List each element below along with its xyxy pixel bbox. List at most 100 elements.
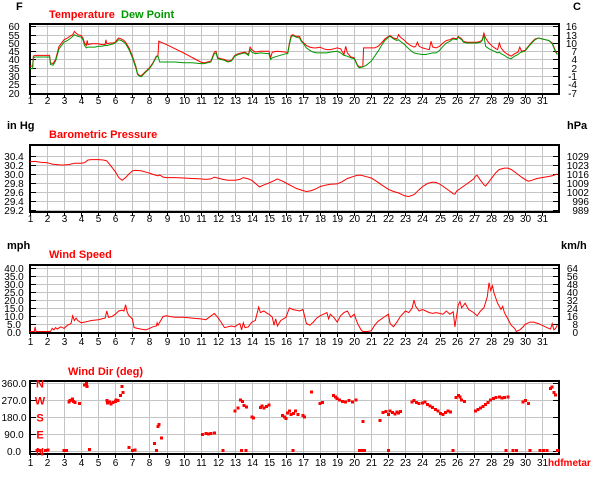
svg-text:24: 24 [417,96,429,107]
svg-text:35.0: 35.0 [4,272,24,283]
svg-text:56: 56 [567,272,579,283]
svg-text:E: E [36,430,43,442]
temperature-unit-right-label: C [573,1,581,13]
svg-text:8: 8 [147,337,153,348]
svg-text:4: 4 [571,55,577,66]
svg-text:7: 7 [130,337,136,348]
svg-text:8: 8 [147,96,153,107]
svg-text:1016: 1016 [567,170,590,181]
svg-text:8: 8 [147,458,153,469]
svg-text:55: 55 [8,31,20,42]
svg-text:14: 14 [247,337,259,348]
svg-text:20.0: 20.0 [4,296,24,307]
svg-text:13: 13 [230,337,242,348]
svg-text:3: 3 [62,337,68,348]
svg-text:16: 16 [566,22,578,33]
svg-text:25: 25 [8,80,20,91]
svg-text:27: 27 [469,458,481,469]
svg-text:26: 26 [452,214,464,225]
svg-text:60: 60 [8,22,20,33]
svg-text:20: 20 [349,337,361,348]
svg-text:11: 11 [196,96,207,107]
svg-text:6: 6 [113,458,119,469]
svg-text:9: 9 [165,458,171,469]
svg-text:4: 4 [79,458,85,469]
svg-text:0.0: 0.0 [7,328,21,339]
pressure-unit-right-label: hPa [567,120,588,132]
svg-text:180.0: 180.0 [1,413,26,424]
svg-text:18: 18 [315,96,327,107]
panel-wind-speed: 40.0 64 35.0 56 30.0 48 25.0 40 20.0 32 15.0 24 10.0… [0,240,600,360]
svg-text:1: 1 [28,458,34,469]
panel-wind-dir: 360.0 N 270.0 W 180.0 S 90.0 E 0.0 N 1 2 3 4 5 6 7 8 9 10 11… [0,360,600,480]
svg-text:13: 13 [230,214,242,225]
svg-text:10: 10 [179,337,191,348]
svg-text:19: 19 [332,458,344,469]
svg-text:27: 27 [469,337,481,348]
svg-text:N: N [36,447,44,459]
svg-text:0: 0 [572,328,578,339]
pressure-title: Barometric Pressure [49,129,158,141]
svg-text:17: 17 [298,458,310,469]
svg-text:29: 29 [503,458,515,469]
svg-text:989: 989 [572,206,589,217]
svg-text:W: W [35,396,46,408]
svg-text:10: 10 [566,39,578,50]
svg-text:30.0: 30.0 [4,170,24,181]
svg-text:28: 28 [486,96,498,107]
svg-text:8: 8 [147,214,153,225]
svg-text:29: 29 [503,96,515,107]
svg-text:19: 19 [332,337,344,348]
svg-text:24: 24 [417,214,429,225]
svg-text:9: 9 [165,214,171,225]
svg-text:1: 1 [28,337,34,348]
svg-text:17: 17 [298,337,310,348]
svg-text:-7: -7 [568,89,577,100]
svg-text:7: 7 [130,458,136,469]
svg-text:30: 30 [8,72,20,83]
svg-text:17: 17 [298,214,310,225]
svg-text:14: 14 [247,458,259,469]
svg-text:22: 22 [383,337,395,348]
svg-text:15: 15 [264,458,276,469]
svg-text:5: 5 [96,96,102,107]
svg-text:3: 3 [62,214,68,225]
svg-text:4: 4 [79,214,85,225]
svg-text:24: 24 [417,458,429,469]
svg-text:23: 23 [400,96,412,107]
svg-text:20: 20 [349,214,361,225]
svg-text:6: 6 [113,214,119,225]
svg-text:19: 19 [332,96,344,107]
svg-text:1: 1 [28,96,34,107]
svg-text:16: 16 [281,214,293,225]
brand-label: hdfmetar [548,458,591,469]
svg-text:-4: -4 [568,80,577,91]
svg-text:8: 8 [572,320,578,331]
svg-text:9: 9 [165,96,171,107]
svg-text:11: 11 [196,214,207,225]
svg-text:29.6: 29.6 [4,188,24,199]
svg-text:18: 18 [315,458,327,469]
svg-text:10: 10 [179,96,191,107]
svg-text:S: S [36,413,43,425]
svg-text:5: 5 [96,337,102,348]
svg-text:16: 16 [281,458,293,469]
svg-text:28: 28 [486,337,498,348]
svg-text:24: 24 [567,304,579,315]
svg-text:9: 9 [165,337,171,348]
temperature-unit-left-label: F [16,1,23,13]
svg-text:23: 23 [400,214,412,225]
svg-text:40.0: 40.0 [4,264,24,275]
svg-text:28: 28 [486,458,498,469]
svg-text:30.4: 30.4 [4,152,24,163]
svg-text:0.0: 0.0 [7,447,21,458]
svg-text:3: 3 [62,458,68,469]
wind-speed-title: Wind Speed [49,249,112,261]
svg-text:15: 15 [264,337,276,348]
svg-text:31: 31 [537,458,549,469]
svg-text:2: 2 [45,458,51,469]
svg-text:29.4: 29.4 [4,197,24,208]
svg-text:27: 27 [469,96,481,107]
